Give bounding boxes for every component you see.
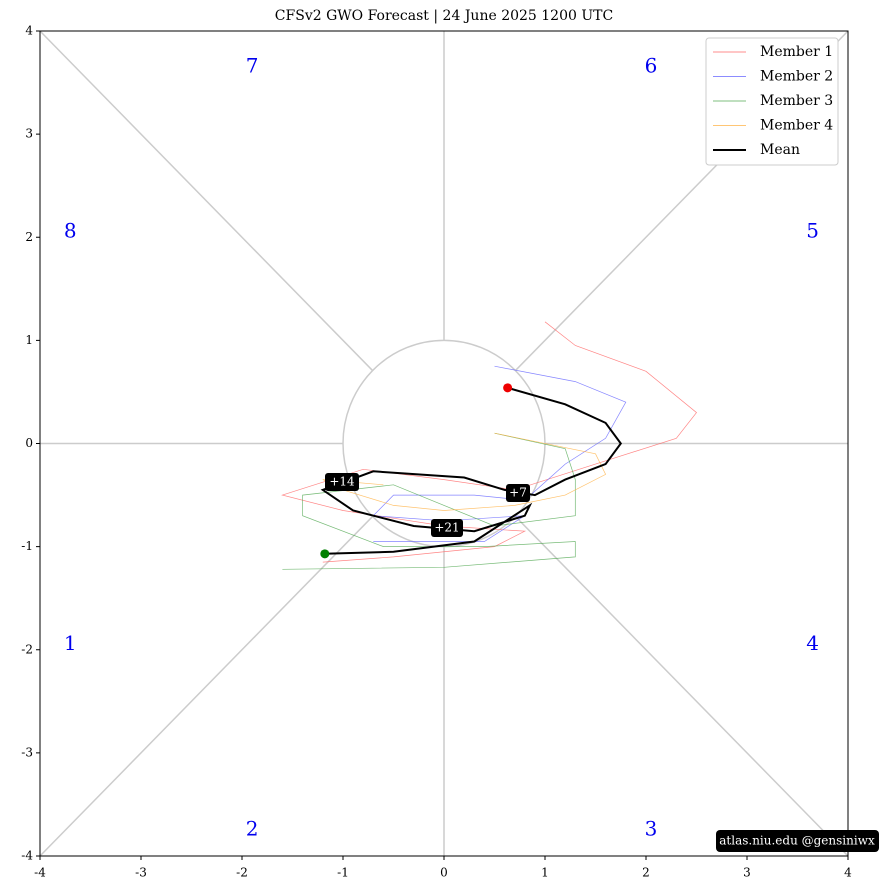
mean-line [320,386,623,555]
y-tick-label: -1 [21,539,33,553]
annotation: +14 [329,475,355,489]
phase-label: 1 [64,631,77,655]
x-tick-label: 1 [541,866,549,880]
phase-divider [39,515,374,857]
x-tick-label: -2 [236,866,248,880]
y-tick-label: 4 [25,24,33,38]
x-tick-label: -1 [337,866,349,880]
watermark: atlas.niu.edu @gensiniwx [719,834,875,848]
end-point [320,549,330,559]
phase-label: 5 [806,219,819,243]
chart-title: CFSv2 GWO Forecast | 24 June 2025 1200 U… [275,8,613,24]
legend-label: Member 1 [760,44,833,60]
phase-label: 2 [246,817,259,841]
annotation-box [431,519,463,537]
annotation-box [506,484,530,502]
y-tick-label: 2 [25,230,33,244]
annotation-box [325,473,359,491]
phase-divider [39,30,374,372]
legend-label: Member 3 [760,93,833,109]
x-tick-label: 2 [642,866,650,880]
y-tick-label: -3 [21,745,33,759]
member-line [282,432,576,570]
x-tick-label: 3 [743,866,751,880]
legend-label: Mean [760,142,800,158]
start-point [503,383,513,393]
x-tick-label: 0 [440,866,448,880]
annotation: +7 [509,486,527,500]
y-tick-label: 1 [25,333,33,347]
x-tick-label: 4 [844,866,852,880]
legend-label: Member 2 [760,69,833,85]
annotation: +21 [434,521,459,535]
legend: Member 1 Member 2 Member 3 Member 4 Mean [705,37,839,166]
y-tick-label: -2 [21,642,33,656]
phase-label: 8 [64,219,77,243]
member-line [281,321,697,563]
x-tick-label: -4 [34,866,46,880]
phase-guides [39,30,849,857]
phase-label: 4 [806,631,819,655]
phase-label: 6 [645,54,658,78]
phase-divider [514,515,849,857]
y-tick-label: 3 [25,127,33,141]
phase-label: 7 [246,54,259,78]
legend-label: Member 4 [760,118,833,134]
phase-label: 3 [645,817,658,841]
x-tick-label: -3 [135,866,147,880]
legend-box [705,37,839,166]
y-tick-label: 0 [25,436,33,450]
watermark-box [716,830,879,852]
y-tick-label: -4 [21,849,33,863]
